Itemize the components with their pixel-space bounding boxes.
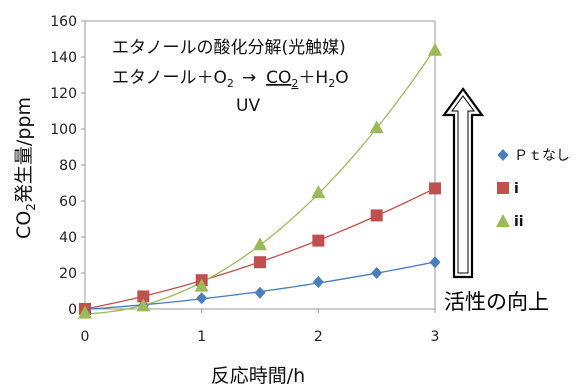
y-tick-label: 20 <box>59 266 77 282</box>
y-tick-label: 80 <box>59 158 77 174</box>
x-tick-label: 2 <box>314 329 323 345</box>
equation-plus-h: ＋H <box>298 68 328 88</box>
equation-reactant-subscript: 2 <box>227 77 234 90</box>
reaction-title: エタノールの酸化分解(光触媒) <box>112 38 346 58</box>
y-tick-label: 120 <box>50 86 77 102</box>
y-axis-title: CO2発生量/ppm <box>13 97 38 239</box>
data-point-series-2 <box>254 256 266 268</box>
y-tick-label: 40 <box>59 230 77 246</box>
y-axis-ticks: 0 20 40 60 80 100 120 140 160 <box>50 14 85 318</box>
y-axis-title-co: CO <box>13 211 35 239</box>
y-tick-label: 60 <box>59 194 77 210</box>
equation-arrow: → <box>242 68 256 88</box>
data-point-series-2 <box>312 235 324 247</box>
y-axis-title-subscript: 2 <box>24 203 38 211</box>
y-tick-label: 160 <box>50 14 77 30</box>
activity-improvement-arrow <box>444 89 482 277</box>
x-tick-label: 0 <box>81 329 90 345</box>
y-axis-title-rest: 発生量/ppm <box>13 97 35 203</box>
y-tick-label: 140 <box>50 50 77 66</box>
data-point-series-2 <box>371 209 383 221</box>
equation-h-subscript: 2 <box>328 77 335 90</box>
equation-oxygen: O <box>335 68 348 88</box>
equation-product-co2: CO <box>266 68 291 88</box>
legend-marker-series-1 <box>498 149 509 161</box>
equation-reactant: エタノール＋O <box>112 68 227 88</box>
x-tick-label: 3 <box>431 329 440 345</box>
activity-improvement-label: 活性の向上 <box>444 290 549 314</box>
x-tick-label: 1 <box>197 329 206 345</box>
legend-label-series-1: Ｐｔなし <box>514 148 570 164</box>
equation-product-co2-subscript: 2 <box>291 77 298 90</box>
y-tick-label: 0 <box>68 302 77 318</box>
uv-label: UV <box>236 96 260 116</box>
x-axis-title: 反応時間/h <box>211 365 305 387</box>
legend-marker-series-2 <box>497 182 509 194</box>
legend-label-series-3: ii <box>514 214 524 230</box>
data-point-series-2 <box>429 182 441 194</box>
legend-label-series-2: i <box>514 181 519 197</box>
x-axis-ticks: 0 1 2 3 <box>81 309 440 345</box>
legend-marker-series-3 <box>496 214 510 227</box>
y-tick-label: 100 <box>50 122 77 138</box>
